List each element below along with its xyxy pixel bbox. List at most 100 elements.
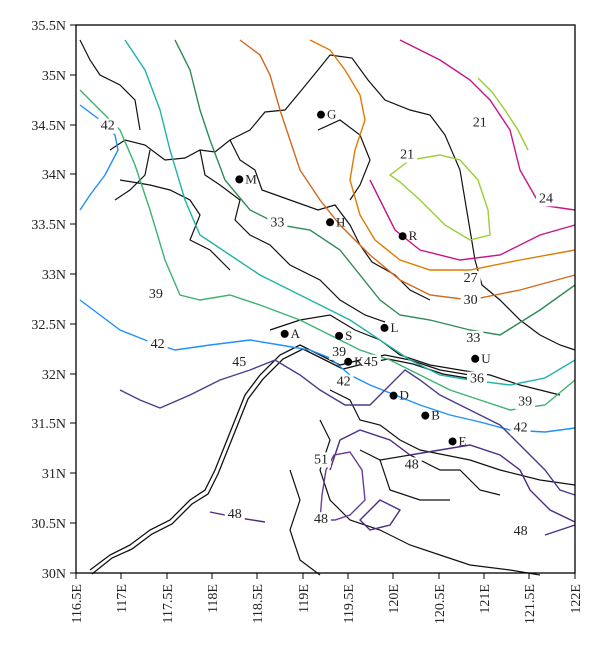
contour-value-label: 48	[314, 512, 328, 527]
contour-value-label: 42	[514, 421, 528, 436]
contour-label-bg	[147, 336, 168, 352]
city-dot	[471, 354, 480, 363]
lon-label: 118E	[206, 584, 221, 613]
city-dot	[421, 411, 430, 420]
city-dot	[316, 110, 325, 119]
lon-label: 121E	[478, 584, 493, 614]
contour-label-bg	[329, 344, 350, 360]
contour-label-bg	[460, 271, 481, 287]
lon-label: 119E	[297, 584, 312, 613]
city-label: R	[409, 228, 418, 243]
contour-value-label: 36	[470, 372, 484, 387]
city-label: A	[291, 326, 301, 341]
contour-27	[309, 39, 576, 271]
contour-label-bg	[224, 507, 245, 523]
lat-label: 31.5N	[31, 417, 66, 432]
contour-label-bg	[397, 147, 418, 163]
lon-label: 122E	[569, 584, 584, 614]
lat-label: 32N	[42, 368, 66, 383]
contour-21	[477, 77, 529, 151]
city-label: E	[459, 433, 467, 448]
contour-value-label: 21	[473, 116, 487, 131]
contour-label-bg	[267, 215, 288, 231]
contour-value-label: 39	[518, 395, 532, 410]
contour-label-bg	[515, 394, 536, 410]
lon-label: 117E	[115, 584, 130, 613]
contour-value-label: 42	[151, 337, 165, 352]
lon-label: 116.5E	[70, 584, 85, 624]
lon-label: 120E	[387, 584, 402, 614]
lon-label: 117.5E	[161, 584, 176, 624]
contour-label-bg	[333, 374, 354, 390]
contour-24	[399, 39, 576, 211]
contour-value-label: 45	[232, 355, 246, 370]
lat-label: 35N	[42, 69, 66, 84]
lat-label: 30N	[42, 567, 66, 582]
city-dot	[389, 391, 398, 400]
contour-value-label: 51	[314, 452, 328, 467]
city-label: K	[354, 354, 364, 369]
contour-label-bg	[229, 354, 250, 370]
lat-label: 34.5N	[31, 119, 66, 134]
contour-48	[544, 524, 576, 536]
contour-value-label: 39	[149, 287, 163, 302]
contour-value-label: 39	[332, 345, 346, 360]
contour-value-label: 27	[464, 271, 478, 286]
contour-48	[329, 429, 576, 523]
city-label: H	[336, 214, 345, 229]
lat-axis: 35.5N 35N 34.5N 34N 33.5N 33N 32.5N 32N …	[31, 19, 66, 582]
contour-label-bg	[145, 287, 166, 303]
city-markers: G M H R L A SK U D B E	[235, 107, 491, 448]
contour-value-label: 30	[464, 293, 478, 308]
contour-label-bg	[360, 354, 381, 370]
boundaries	[79, 39, 576, 576]
contour-value-label: 42	[101, 119, 115, 134]
contour-value-label: 24	[539, 191, 553, 206]
city-label: M	[245, 171, 257, 186]
contour-42	[79, 299, 576, 433]
contour-45	[119, 359, 576, 496]
contour-label-bg	[460, 292, 481, 308]
city-label: L	[390, 320, 398, 335]
contour-label-bg	[510, 524, 531, 540]
lat-label: 32.5N	[31, 318, 66, 333]
city-label: D	[400, 388, 409, 403]
contour-51	[319, 451, 366, 521]
contour-value-label: 33	[270, 215, 284, 230]
tick-marks	[70, 24, 576, 579]
lat-label: 34N	[42, 168, 66, 183]
contour-label-bg	[467, 371, 488, 387]
contour-value-label: 33	[466, 331, 480, 346]
contour-value-labels: 21 21 24 27 30 33 33 36 39 39 39 42 42 42 42 45 45 48 48 48…	[97, 115, 556, 540]
contour-label-bg	[310, 512, 331, 528]
contour-value-label: 45	[364, 355, 378, 370]
city-dot	[235, 175, 244, 184]
city-dot	[448, 437, 457, 446]
contour-21	[388, 154, 491, 241]
contour-39	[79, 89, 576, 411]
contour-value-label: 48	[228, 507, 242, 522]
contour-label-bg	[401, 457, 422, 473]
city-dot	[326, 218, 335, 227]
contour-label-bg	[310, 452, 331, 468]
city-dot	[335, 331, 344, 340]
lon-label: 119.5E	[342, 584, 357, 624]
city-dot	[280, 329, 289, 338]
lat-label: 30.5N	[31, 517, 66, 532]
lat-label: 33.5N	[31, 218, 66, 233]
lon-label: 120.5E	[433, 584, 448, 624]
city-label: G	[327, 107, 336, 122]
contour-label-bg	[97, 118, 118, 134]
city-label: U	[481, 351, 491, 366]
map-frame	[75, 24, 576, 574]
city-dot	[380, 323, 389, 332]
contour-value-label: 42	[337, 375, 351, 390]
lon-label: 118.5E	[251, 584, 266, 624]
city-dot	[398, 232, 407, 241]
contour-48	[359, 499, 402, 531]
lon-axis: 116.5E 117E 117.5E 118E 118.5E 119E 119.…	[70, 584, 584, 624]
city-label: S	[345, 328, 352, 343]
contour-30	[239, 39, 576, 301]
contour-value-label: 48	[514, 524, 528, 539]
